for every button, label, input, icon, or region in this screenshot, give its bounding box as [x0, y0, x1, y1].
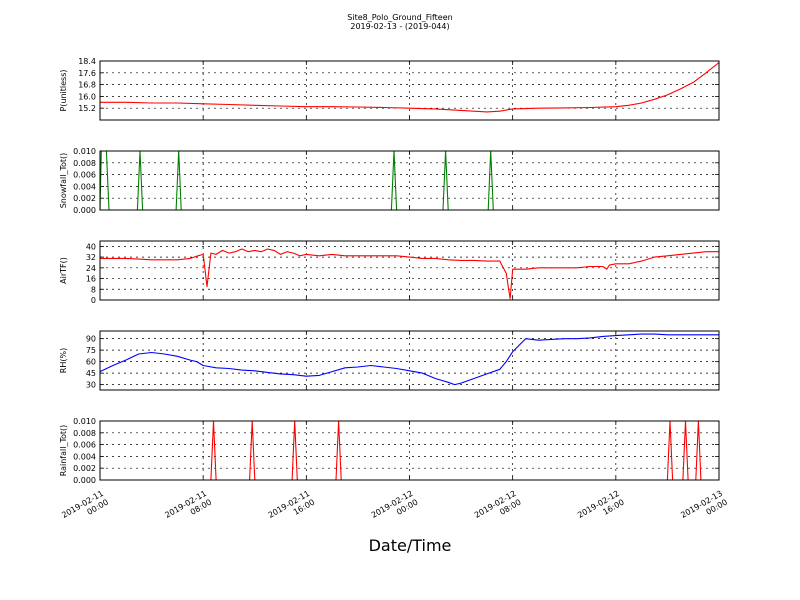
chart-panel-4: 30 45 60 75 90 RH(%) [59, 330, 720, 391]
series-line-1 [100, 420, 719, 481]
y-tick-label: 16.0 [78, 92, 96, 101]
chart-panels: 15.216.016.817.618.4P(unitless)0.0000.00… [59, 57, 720, 485]
figure-title: Site8_Polo_Ground_Fifteen [347, 13, 452, 22]
y-tick-label: 15.2 [78, 104, 96, 113]
y-tick-label: 16.8 [78, 81, 96, 90]
plot-frame [99, 240, 720, 301]
series-line-1 [100, 248, 719, 300]
y-axis-label: AirTF() [59, 257, 68, 284]
y-tick-label: 16 [86, 275, 96, 284]
y-axis-label: P(unitless) [59, 69, 68, 111]
y-tick-label: 75 [86, 346, 96, 355]
series-line-1 [100, 62, 720, 113]
series-line-1 [99, 150, 719, 211]
y-tick-label: 30 [86, 381, 96, 390]
y-tick-label: 0.008 [73, 429, 96, 438]
y-tick-label: 0.004 [73, 452, 96, 461]
y-tick-label: 0 [91, 296, 96, 305]
y-tick-label: 0.002 [73, 194, 96, 203]
y-tick-label: 0.010 [73, 147, 96, 156]
y-axis-label: Rainfall_Tot() [59, 425, 68, 477]
y-tick-label: 32 [86, 253, 96, 262]
y-tick-label: 8 [91, 285, 96, 294]
x-axis-title: Date/Time [369, 536, 452, 555]
series-line-1 [99, 333, 719, 386]
y-axis-label: Snowfall_Tot() [59, 153, 68, 209]
chart-panel-5: 0.000 0.002 0.004 0.006 0.008 0.010 Rainfall_T… [59, 417, 720, 485]
y-tick-label: 0.008 [73, 159, 96, 168]
y-tick-label: 0.000 [73, 206, 96, 215]
y-tick-label: 0.006 [73, 441, 96, 450]
y-tick-label: 90 [86, 335, 96, 344]
chart-panel-1: 15.2 16.0 16.8 17.6 18.4 P(unitless) [59, 57, 720, 121]
plot-frame [99, 330, 720, 391]
figure-subtitle: 2019-02-13 - (2019-044) [350, 22, 449, 31]
y-tick-label: 40 [86, 242, 96, 251]
y-tick-label: 60 [86, 358, 96, 367]
y-tick-label: 18.4 [78, 57, 96, 66]
y-tick-label: 24 [86, 264, 96, 273]
y-tick-label: 0.006 [73, 171, 96, 180]
y-axis-label: RH(%) [59, 348, 68, 373]
plot-frame [99, 60, 720, 121]
chart-panel-3: 0 816 24 32 40 AirTF() [59, 240, 720, 305]
y-tick-label: 0.010 [73, 417, 96, 426]
y-tick-label: 0.000 [73, 476, 96, 485]
chart-panel-2: 0.000 0.002 0.004 0.006 0.008 0.010 Snowfall_T… [59, 147, 720, 215]
plot-frame [99, 150, 720, 211]
y-tick-label: 17.6 [78, 69, 96, 78]
y-tick-label: 0.004 [73, 182, 96, 191]
plot-frame [99, 420, 720, 481]
y-tick-label: 0.002 [73, 464, 96, 473]
y-tick-label: 45 [86, 369, 96, 378]
